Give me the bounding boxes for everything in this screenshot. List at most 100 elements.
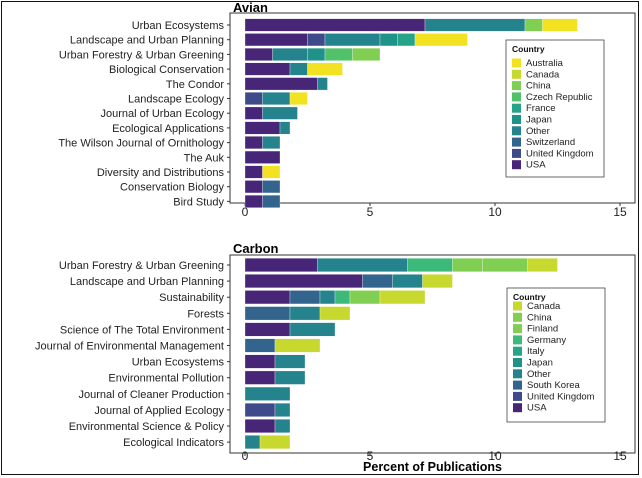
carbon-bar-finland: [452, 258, 483, 272]
avian-bar-japan: [307, 48, 326, 61]
carbon-legend-swatch-canada: [513, 301, 522, 311]
carbon-bar-other: [274, 419, 291, 433]
carbon-legend-label-italy: Italy: [527, 346, 545, 357]
avian-legend-swatch-united-kingdom: [512, 148, 521, 158]
carbon-legend-label-japan: Japan: [527, 358, 553, 369]
avian-category-label: Bird Study: [173, 196, 224, 208]
carbon-bar-usa: [244, 354, 276, 369]
avian-category-label: Urban Forestry & Urban Greening: [59, 49, 224, 61]
avian-legend-label-other: Other: [526, 126, 550, 137]
carbon-category-label: Ecological Indicators: [123, 437, 224, 449]
avian-title: Avian: [233, 0, 268, 15]
avian-category-label: Ecological Applications: [112, 123, 224, 135]
avian-legend-title: Country: [512, 44, 545, 54]
carbon-bar-canada: [274, 338, 321, 353]
carbon-legend-swatch-united-kingdom: [513, 391, 522, 401]
carbon-legend-label-united-kingdom: United Kingdom: [527, 391, 595, 402]
carbon-bar-finland: [349, 290, 381, 305]
carbon-legend-title: Country: [513, 292, 546, 302]
carbon-x-axis-label: Percent of Publications: [363, 460, 502, 474]
carbon-category-label: Sustainability: [159, 292, 224, 304]
avian-bar-china: [352, 48, 381, 61]
avian-bar-united-kingdom: [244, 92, 263, 105]
avian-category-label: Conservation Biology: [120, 182, 224, 194]
carbon-legend-swatch-south-korea: [513, 380, 522, 390]
avian-bar-other: [424, 18, 526, 32]
avian-bar-usa: [244, 136, 263, 150]
avian-x-tick-label: 15: [613, 205, 627, 219]
avian-legend-swatch-australia: [512, 58, 521, 68]
carbon-legend-swatch-usa: [513, 403, 522, 413]
avian-bar-czech-republic: [324, 48, 353, 61]
avian-bar-usa: [244, 180, 263, 194]
carbon-legend-label-usa: USA: [527, 403, 547, 414]
avian-bar-australia: [262, 165, 281, 179]
avian-legend-swatch-china: [512, 81, 521, 91]
avian-legend-swatch-czech-republic: [512, 92, 521, 102]
avian-category-label: Landscape and Urban Planning: [70, 35, 224, 47]
carbon-legend-label-china: China: [527, 312, 553, 323]
avian-bar-usa: [244, 150, 281, 164]
avian-bar-australia: [542, 18, 578, 32]
avian-legend-swatch-other: [512, 126, 521, 136]
avian-bar-other: [262, 106, 298, 120]
carbon-bar-other: [274, 402, 291, 417]
avian-bar-switzerland: [262, 180, 281, 194]
carbon-bar-usa: [244, 290, 291, 305]
carbon-bar-usa: [244, 258, 318, 272]
carbon-legend-swatch-other: [513, 369, 522, 379]
carbon-legend-swatch-finland: [513, 324, 522, 334]
avian-bar-australia: [289, 92, 308, 105]
avian-legend-label-united-kingdom: United Kingdom: [526, 148, 594, 159]
carbon-bar-canada: [422, 274, 453, 289]
avian-bar-usa: [244, 62, 291, 76]
carbon-bar-canada: [379, 290, 426, 305]
avian-bar-other: [262, 92, 291, 105]
carbon-bar-united-kingdom: [244, 402, 276, 417]
avian-category-label: Landscape Ecology: [128, 94, 225, 106]
carbon-bar-usa: [244, 322, 291, 337]
avian-category-label: Diversity and Distributions: [97, 167, 225, 179]
avian-bar-other: [272, 48, 308, 61]
carbon-bar-other: [274, 370, 306, 385]
avian-bar-usa: [244, 77, 318, 91]
avian-bar-japan: [379, 33, 398, 47]
carbon-legend-box: [506, 287, 606, 423]
avian-bar-united-kingdom: [307, 33, 326, 47]
avian-legend-label-usa: USA: [526, 160, 546, 171]
carbon-bar-other: [289, 306, 321, 321]
avian-bar-switzerland: [262, 194, 281, 208]
avian-legend-label-japan: Japan: [526, 115, 552, 126]
avian-bar-other: [324, 33, 381, 47]
avian-bar-usa: [244, 33, 308, 47]
carbon-bar-other: [244, 435, 261, 450]
carbon-bar-south-korea: [362, 274, 393, 289]
carbon-category-label: Forests: [187, 308, 224, 320]
avian-legend-label-canada: Canada: [526, 69, 560, 80]
avian-bar-other: [279, 121, 291, 135]
carbon-bar-south-korea: [289, 290, 321, 305]
avian-bar-france: [397, 33, 416, 47]
carbon-category-label: Journal of Cleaner Production: [78, 389, 224, 401]
avian-bar-other: [317, 77, 328, 91]
carbon-bar-south-korea: [244, 338, 276, 353]
carbon-legend-swatch-germany: [513, 335, 522, 345]
carbon-bar-germany: [334, 290, 351, 305]
carbon-category-label: Science of The Total Environment: [60, 324, 224, 336]
carbon-bar-usa: [244, 274, 363, 289]
avian-x-tick-label: 0: [242, 205, 249, 219]
carbon-title: Carbon: [233, 241, 279, 256]
avian-x-tick-label: 5: [367, 205, 374, 219]
avian-category-label: Journal of Urban Ecology: [100, 108, 224, 120]
carbon-legend-label-south-korea: South Korea: [527, 380, 581, 391]
carbon-bar-south-korea: [244, 306, 291, 321]
avian-legend-swatch-france: [512, 103, 521, 113]
carbon-x-tick-label: 0: [242, 449, 249, 463]
carbon-legend-label-other: Other: [527, 369, 551, 380]
avian-x-tick-label: 10: [488, 205, 502, 219]
carbon-legend-swatch-japan: [513, 358, 522, 367]
carbon-bar-canada: [527, 258, 558, 272]
avian-bar-other: [289, 62, 308, 76]
carbon-category-label: Urban Forestry & Urban Greening: [59, 260, 224, 272]
